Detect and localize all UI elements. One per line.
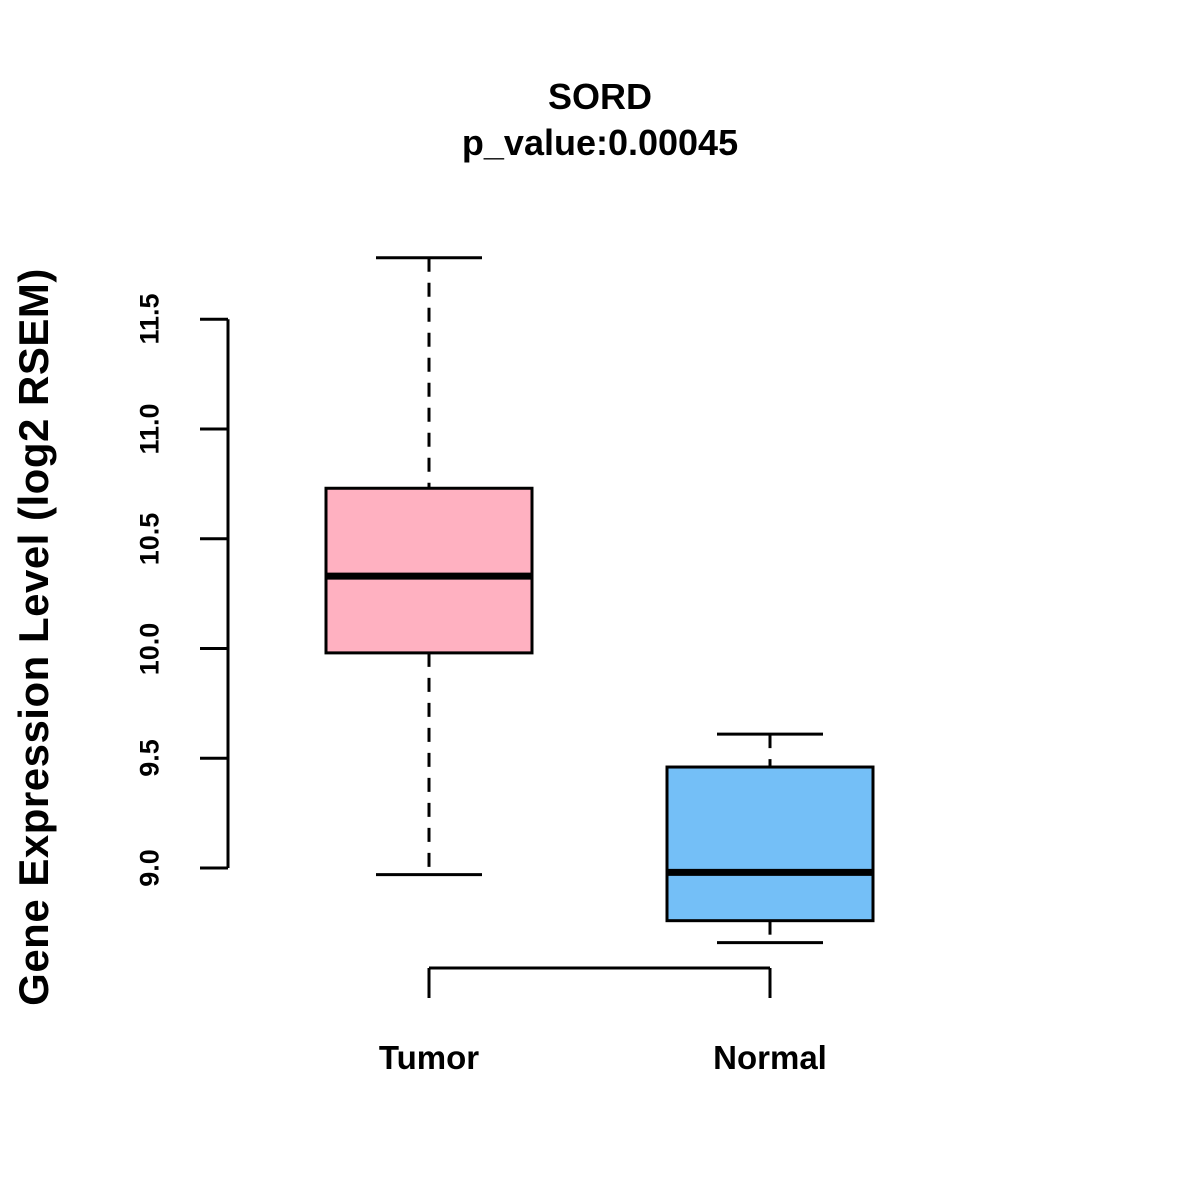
y-tick-label: 10.5: [134, 512, 165, 566]
y-tick-label: 11.0: [134, 403, 165, 455]
y-tick-label: 11.5: [134, 293, 165, 345]
chart-subtitle: p_value:0.00045: [461, 122, 739, 163]
y-tick-label: 9.0: [134, 849, 165, 887]
chart-title: SORD: [547, 76, 652, 117]
normal-box-body: [665, 765, 875, 923]
tumor-box-body: [324, 486, 534, 655]
category-label-tumor: Tumor: [378, 1039, 480, 1076]
y-tick-label: 9.5: [134, 739, 165, 778]
category-label-normal: Normal: [713, 1039, 827, 1076]
y-tick-label: 10.0: [134, 622, 165, 675]
